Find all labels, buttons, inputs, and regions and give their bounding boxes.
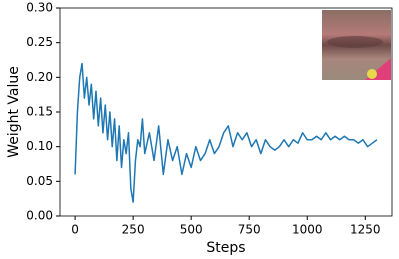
y-tick-label: 0.25: [26, 35, 53, 49]
x-tick-label: 750: [238, 223, 261, 237]
y-tick-label: 0.20: [26, 70, 53, 84]
x-tick-label: 1250: [350, 223, 381, 237]
x-tick-label: 250: [122, 223, 145, 237]
plot-frame: [59, 7, 393, 217]
x-tick-label: 0: [71, 223, 79, 237]
y-tick-label: 0.15: [26, 105, 53, 119]
x-axis-label: Steps: [206, 240, 245, 256]
y-tick-label: 0.05: [26, 174, 53, 188]
y-tick-label: 0.30: [26, 1, 53, 15]
y-tick-label: 0.10: [26, 139, 53, 153]
data-line: [74, 62, 378, 203]
inset-image: [322, 10, 391, 80]
y-tick-label: 0.00: [26, 209, 53, 223]
x-tick-label: 1000: [292, 223, 323, 237]
y-axis-label: Weight Value: [6, 66, 22, 158]
x-tick-label: 500: [180, 223, 203, 237]
